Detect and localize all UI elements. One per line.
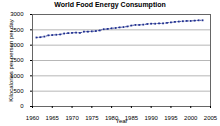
svg-text:2000: 2000: [10, 42, 24, 49]
svg-text:Kilocalories per person per da: Kilocalories per person per day: [8, 19, 14, 102]
svg-text:3000: 3000: [10, 11, 24, 17]
svg-text:2005: 2005: [204, 115, 218, 121]
svg-text:1960: 1960: [26, 115, 40, 121]
svg-text:1980: 1980: [104, 114, 119, 121]
html-text:World Food Energy Consumption: World Food Energy Consumption: [54, 1, 166, 8]
svg-text:2000: 2000: [184, 115, 198, 121]
svg-text:1000: 1000: [10, 72, 24, 79]
svg-text:0: 0: [20, 103, 24, 109]
svg-text:1965: 1965: [46, 115, 60, 121]
svg-text:Year: Year: [115, 118, 127, 124]
svg-text:1990: 1990: [144, 115, 158, 121]
svg-text:500: 500: [13, 88, 24, 94]
svg-text:1970: 1970: [65, 115, 79, 121]
svg-text:1975: 1975: [85, 115, 99, 121]
svg-text:1995: 1995: [164, 115, 178, 121]
svg-text:1500: 1500: [10, 57, 24, 64]
svg-text:1985: 1985: [124, 114, 139, 121]
svg-text:2500: 2500: [10, 26, 24, 33]
